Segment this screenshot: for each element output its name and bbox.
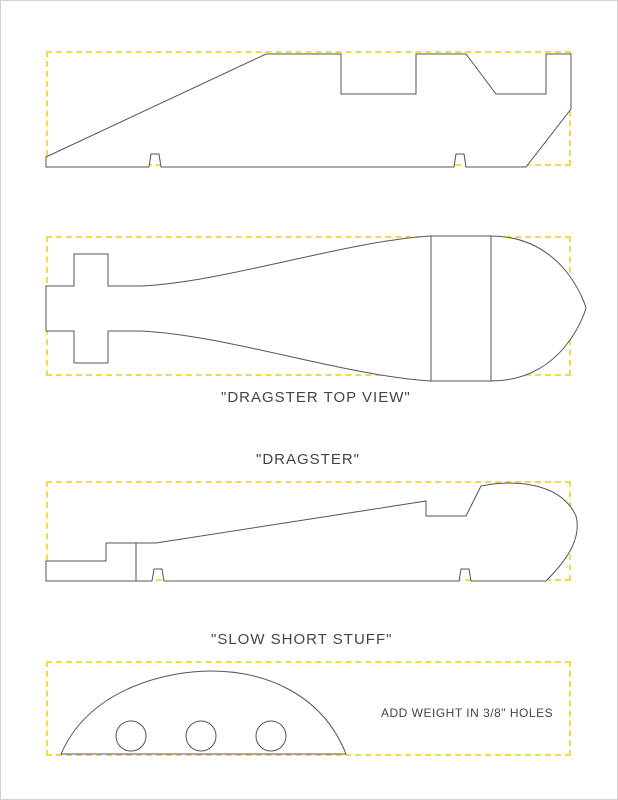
weight-note: ADD WEIGHT IN 3/8" HOLES [381,706,553,720]
weight-hole-icon [256,721,286,751]
dragster-top-outline [46,226,586,391]
profile-1-outline [46,49,571,169]
label-top-view: "DRAGSTER TOP VIEW" [221,389,411,406]
slow-short-outline [61,666,361,756]
weight-hole-icon [186,721,216,751]
template-page: "DRAGSTER TOP VIEW" "DRAGSTER" "SLOW SHO… [0,0,618,800]
label-dragster: "DRAGSTER" [256,451,360,468]
dragster-side-outline [46,471,581,586]
label-slow-short: "SLOW SHORT STUFF" [211,631,392,648]
weight-hole-icon [116,721,146,751]
